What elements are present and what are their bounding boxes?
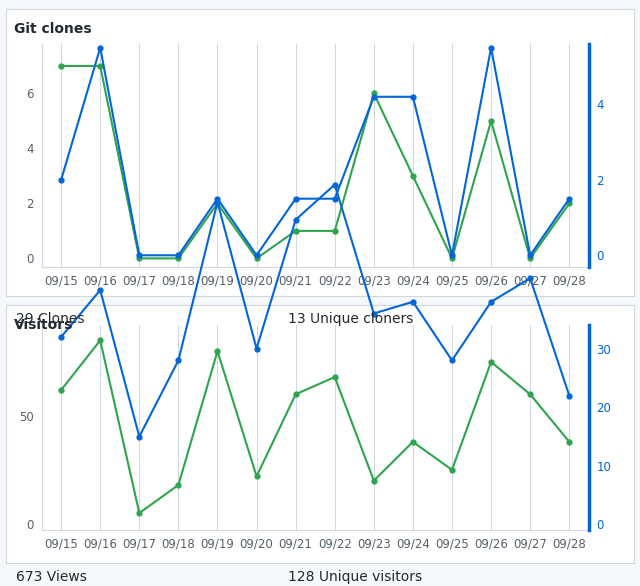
Text: 13 Unique cloners: 13 Unique cloners xyxy=(288,312,413,326)
Text: 29 Clones: 29 Clones xyxy=(16,312,84,326)
Text: 673 Views: 673 Views xyxy=(16,570,87,584)
Text: Git clones: Git clones xyxy=(14,22,92,36)
Text: 128 Unique visitors: 128 Unique visitors xyxy=(288,570,422,584)
Text: Visitors: Visitors xyxy=(14,318,74,332)
